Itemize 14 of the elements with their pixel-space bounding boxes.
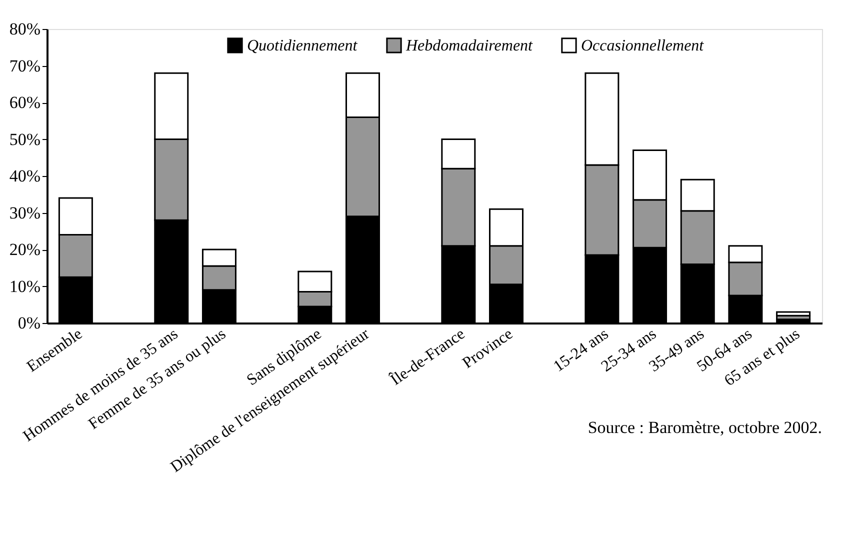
y-tick-label: 30% [9,203,40,222]
y-tick-label: 20% [9,240,40,259]
legend-label: Hebdomadairement [405,37,534,54]
y-tick-label: 10% [9,276,40,296]
legend-label: Quotidiennement [247,37,358,54]
source-note: Source : Baromètre, octobre 2002. [588,418,822,437]
y-tick-label: 60% [9,93,40,112]
y-tick-label: 50% [9,130,40,149]
bar [776,311,811,316]
y-tick-label: 70% [9,56,40,76]
y-tick-label: 0% [18,314,40,332]
legend-label: Occasionnellement [581,37,704,54]
y-tick-label: 40% [9,166,40,186]
y-tick-label: 80% [9,20,40,38]
